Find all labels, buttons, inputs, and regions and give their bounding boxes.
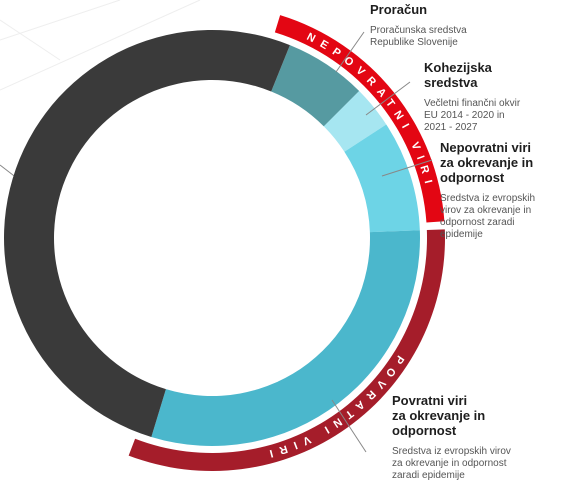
leader-line xyxy=(331,399,367,453)
category-description: Sredstva iz evropskih xyxy=(440,193,535,204)
category-description: EU 2014 - 2020 in xyxy=(424,110,505,121)
category-description: Sredstva iz evropskih virov xyxy=(392,446,511,457)
category-description: zaradi epidemije xyxy=(392,470,465,481)
leader-line xyxy=(335,31,365,73)
category-label: Kohezijska xyxy=(424,60,493,75)
category-description: Večletni finančni okvir xyxy=(424,98,521,109)
donut-segment xyxy=(323,91,387,152)
category-description: za okrevanje in odpornost xyxy=(392,458,507,469)
donut-segment xyxy=(344,124,420,233)
category-description: epidemije xyxy=(440,229,483,240)
category-description: Republike Slovenije xyxy=(370,37,458,48)
category-description: odpornost zaradi xyxy=(440,217,515,228)
background-decoration xyxy=(0,0,201,91)
group-band xyxy=(274,15,445,223)
category-label: Povratni viri xyxy=(392,393,467,408)
category-label: Nepovratni viri xyxy=(440,140,531,155)
donut-segment xyxy=(4,30,290,437)
category-description: virov za okrevanje in xyxy=(440,205,531,216)
group-band xyxy=(128,229,445,471)
donut-segment xyxy=(151,230,421,446)
category-label: odpornost xyxy=(392,423,457,438)
category-label: za okrevanje in xyxy=(392,408,485,423)
category-description: Proračunska sredstva xyxy=(370,25,467,36)
leader-line xyxy=(365,81,411,116)
category-label: sredstva xyxy=(424,75,478,90)
donut-segment xyxy=(271,45,360,127)
leader-line xyxy=(381,159,433,177)
category-label: za okrevanje in xyxy=(440,155,533,170)
category-label: Proračun xyxy=(370,2,427,17)
category-description: 2021 - 2027 xyxy=(424,122,478,133)
category-label: odpornost xyxy=(440,170,505,185)
